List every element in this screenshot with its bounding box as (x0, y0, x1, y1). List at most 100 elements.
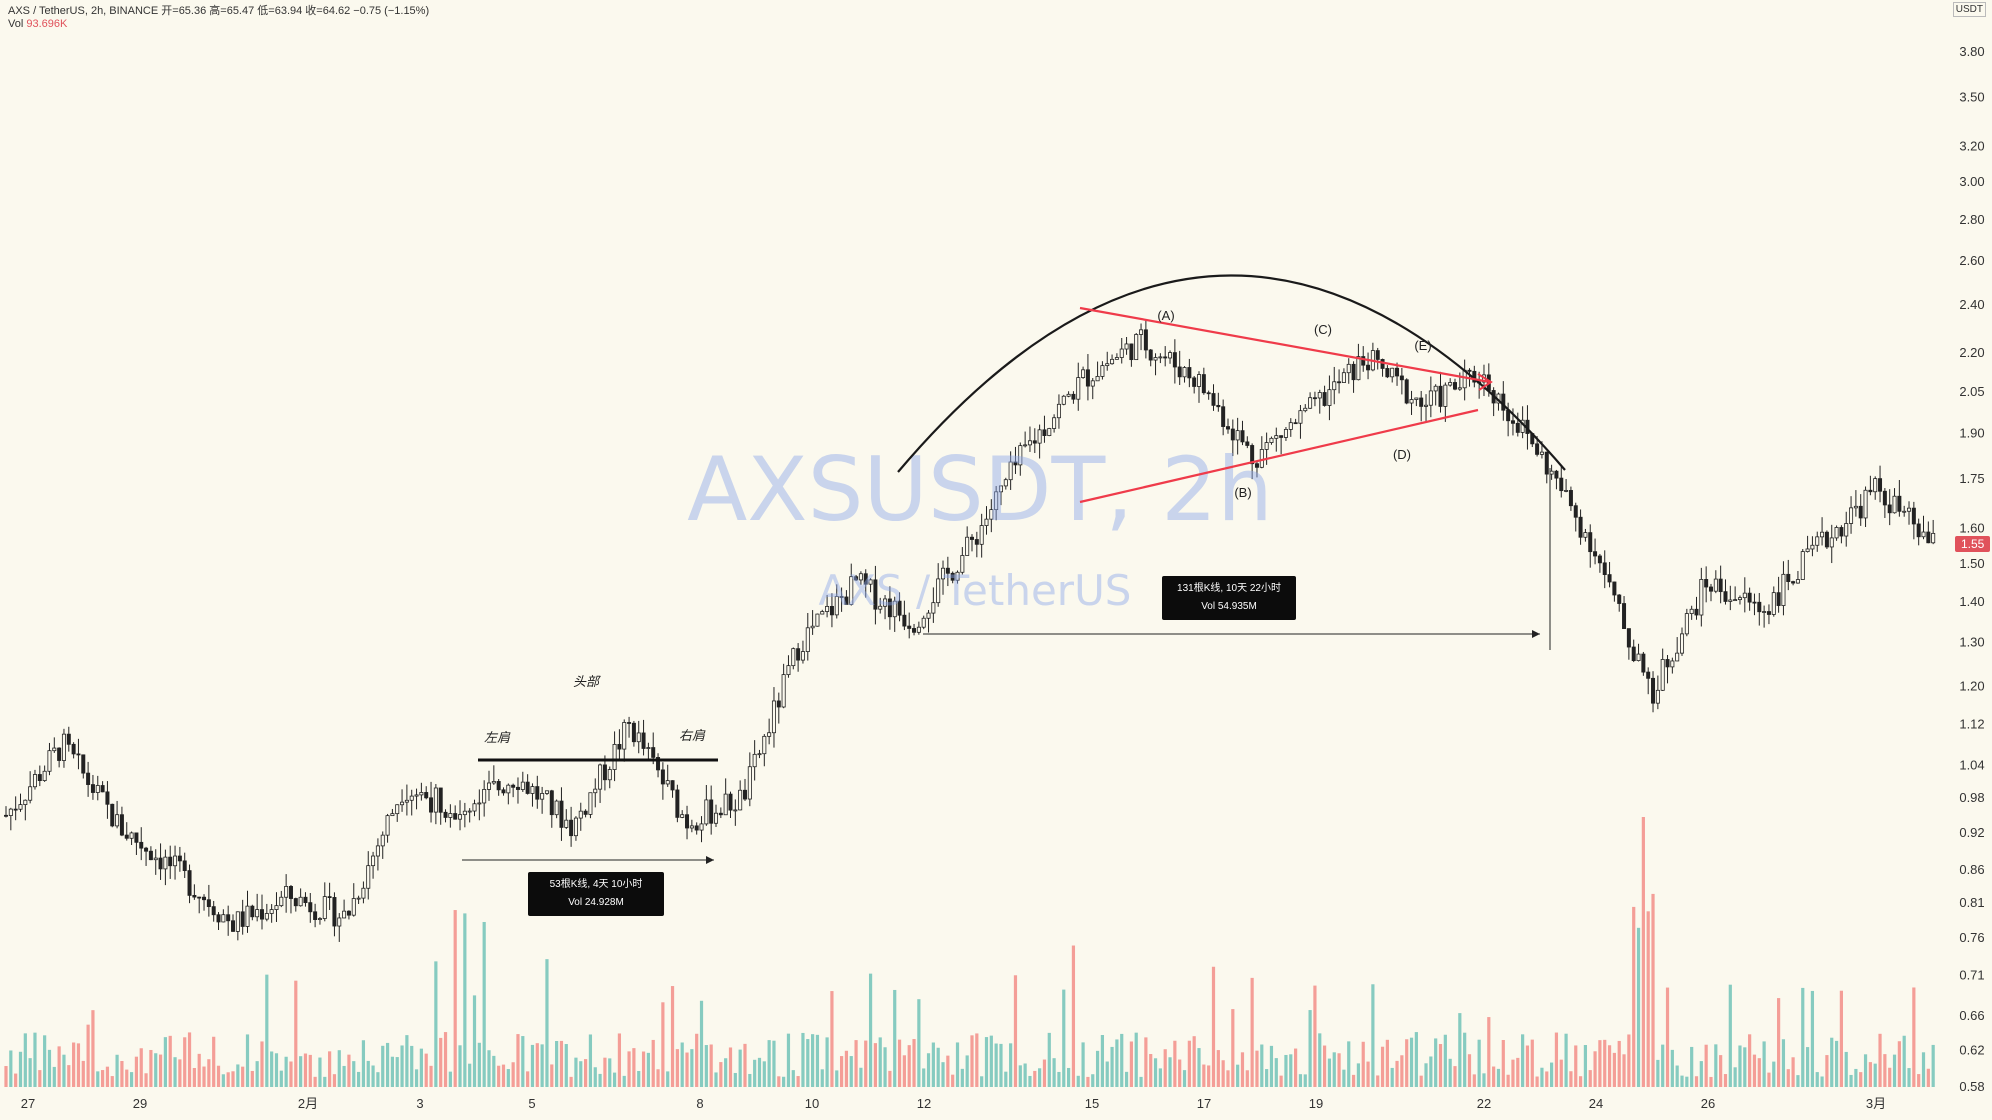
volume-bar (559, 1040, 564, 1087)
volume-bar (192, 1067, 196, 1087)
volume-bar (1834, 1040, 1839, 1087)
candle-body (66, 733, 71, 745)
candle-body (535, 786, 540, 800)
x-tick-label: 27 (21, 1096, 35, 1111)
volume-bar (1661, 1044, 1665, 1087)
volume-bar (1665, 987, 1670, 1087)
volume-bar (699, 1000, 704, 1087)
candle-body (907, 625, 912, 629)
volume-bar (714, 1072, 718, 1087)
volume-bar (1366, 1061, 1370, 1087)
candle-body (1139, 329, 1144, 335)
x-tick-label: 29 (133, 1096, 147, 1111)
volume-legend: Vol 93.696K (8, 18, 67, 30)
volume-bar (1192, 1036, 1196, 1087)
candle-body (144, 847, 149, 852)
candle-body (530, 786, 535, 794)
volume-bar (811, 1034, 815, 1087)
y-tick-label: 1.30 (1959, 635, 1984, 650)
volume-bar (526, 1071, 530, 1087)
triangle-lower-line[interactable] (1079, 408, 1479, 504)
candle-body (1288, 422, 1293, 430)
volume-bar (463, 913, 467, 1087)
candle-body (47, 750, 52, 772)
candle-body (728, 793, 733, 811)
candle-body (375, 845, 380, 857)
volume-bar (666, 1071, 670, 1087)
y-axis[interactable]: 3.80 3.50 3.20 3.00 2.80 2.60 2.40 2.20 2.05 1.90… (1959, 44, 1984, 1094)
candle-body (1090, 380, 1095, 387)
volume-bar (1550, 1062, 1554, 1087)
candle-body (1858, 505, 1863, 519)
candle-body (288, 886, 293, 899)
candle-body (496, 781, 501, 791)
volume-bar (1487, 1017, 1491, 1087)
volume-bar (1095, 1050, 1100, 1087)
volume-bar (1607, 1045, 1612, 1087)
volume-bar (342, 1065, 346, 1087)
volume-bar (1559, 1059, 1563, 1087)
volume-bar (926, 1053, 931, 1087)
candle-body (800, 651, 805, 661)
triangle-upper-line[interactable] (1079, 306, 1491, 384)
candle-body (1201, 374, 1206, 394)
volume-bar (1009, 1043, 1013, 1087)
candlesticks (4, 319, 1936, 942)
volume-bar (158, 1054, 163, 1087)
candle-body (1849, 507, 1854, 524)
candle-body (651, 747, 656, 758)
volume-bar (902, 1055, 906, 1087)
volume-bar (1598, 1040, 1602, 1087)
candle-body (767, 732, 772, 737)
candle-body (1805, 548, 1810, 553)
x-tick-label: 10 (805, 1096, 819, 1111)
candle-body (1211, 393, 1216, 406)
volume-bar (641, 1051, 646, 1087)
volume-bar (202, 1066, 206, 1087)
volume-bar (501, 1064, 506, 1087)
candle-body (404, 799, 409, 803)
rounded-top-arc[interactable] (897, 274, 1566, 473)
candle-body (1066, 393, 1071, 397)
volume-bar (1342, 1069, 1346, 1087)
volume-bar (1859, 1072, 1863, 1087)
candle-body (588, 792, 593, 815)
volume-bar (1902, 1035, 1906, 1087)
volume-bar (1453, 1066, 1457, 1087)
candle-body (1660, 659, 1665, 691)
volume-bar (1511, 1059, 1515, 1087)
y-tick-label: 1.75 (1959, 471, 1984, 486)
volume-bar (873, 1043, 877, 1087)
volume-bar (1158, 1068, 1162, 1087)
volume-bar (1448, 1058, 1452, 1087)
measure-box-2-line1: 131根K线, 10天 22小时 (1177, 583, 1281, 594)
candle-body (1602, 562, 1607, 575)
y-tick-label: 0.62 (1959, 1042, 1984, 1057)
y-tick-label: 0.81 (1959, 895, 1984, 910)
volume-bar (1207, 1065, 1211, 1087)
volume-bar (1907, 1068, 1911, 1087)
volume-bar (1868, 1062, 1872, 1087)
candle-body (1723, 591, 1728, 602)
candle-body (414, 794, 419, 797)
y-tick-label: 1.40 (1959, 594, 1984, 609)
candle-body (298, 896, 303, 907)
volume-bar (28, 1058, 32, 1087)
volume-bar (57, 1046, 61, 1087)
volume-bar (1414, 1032, 1418, 1087)
volume-bar (598, 1073, 602, 1087)
x-tick-label: 3 (416, 1096, 423, 1111)
candle-body (1573, 505, 1578, 518)
candle-body (1027, 440, 1032, 446)
candle-body (52, 747, 57, 752)
volume-bar (443, 1032, 448, 1087)
candle-body (1438, 385, 1443, 407)
volume-bar (255, 1061, 259, 1087)
candle-body (303, 896, 308, 904)
candle-body (1588, 532, 1593, 553)
candle-body (1105, 363, 1110, 367)
x-axis[interactable]: 27 29 2月 3 5 8 10 12 15 17 19 22 24 26 3月 (21, 1096, 1886, 1111)
candle-body (694, 825, 699, 831)
candle-body (873, 579, 878, 610)
